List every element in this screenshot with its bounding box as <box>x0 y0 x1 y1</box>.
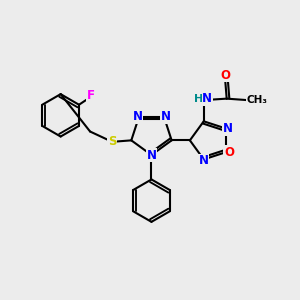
Text: N: N <box>146 148 157 161</box>
Text: N: N <box>160 110 170 123</box>
Text: S: S <box>108 135 116 148</box>
Text: N: N <box>202 92 212 105</box>
Text: H: H <box>194 94 203 103</box>
Text: O: O <box>220 69 230 82</box>
Text: F: F <box>87 89 95 102</box>
Text: N: N <box>133 110 142 123</box>
Text: N: N <box>223 122 232 135</box>
Text: O: O <box>224 146 234 159</box>
Text: CH₃: CH₃ <box>246 95 267 105</box>
Text: N: N <box>199 154 209 167</box>
